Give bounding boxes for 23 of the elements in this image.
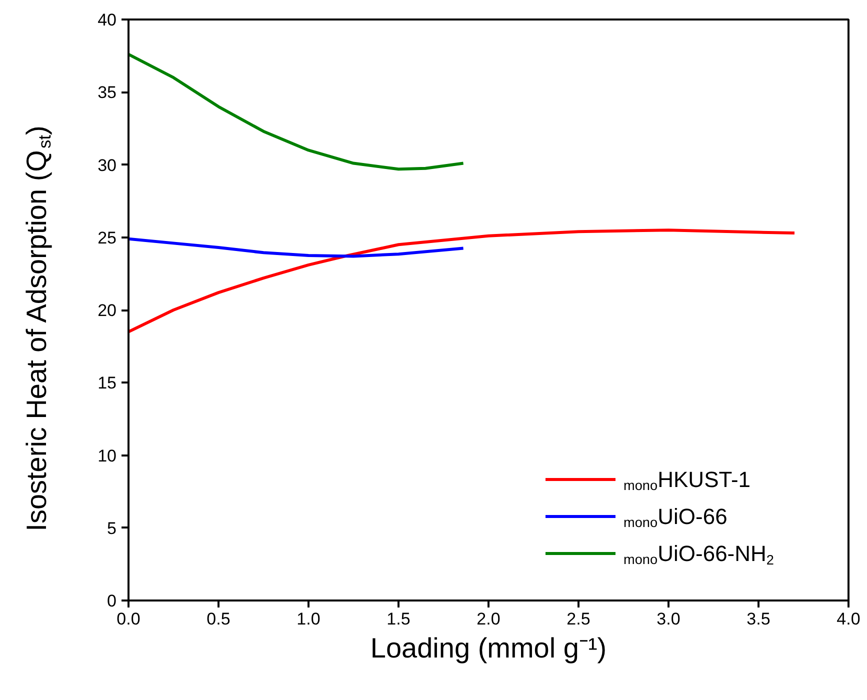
line-series xyxy=(128,237,465,258)
y-tick-label: 30 xyxy=(98,156,117,175)
x-axis-title: Loading (mmol g⁻¹) xyxy=(370,632,607,664)
y-tick-label: 25 xyxy=(98,228,117,248)
y-axis-title: Isosteric Heat of Adsorption (Qst) xyxy=(21,126,54,532)
x-tick-label: 1.5 xyxy=(386,610,410,628)
y-tick-label: 20 xyxy=(98,301,117,320)
line-series xyxy=(128,52,465,171)
x-tick-label: 4.0 xyxy=(836,610,860,628)
x-tick-label: 0.0 xyxy=(116,610,140,628)
x-tick-label: 3.5 xyxy=(746,610,770,628)
x-tick-label: 0.5 xyxy=(206,610,230,628)
y-tick-label: 5 xyxy=(107,518,117,538)
x-tick-label: 2.5 xyxy=(566,610,590,628)
x-tick-label: 3.0 xyxy=(656,610,680,628)
y-tick-label: 15 xyxy=(98,374,117,393)
x-tick-label: 1.0 xyxy=(296,610,320,628)
y-tick-label: 35 xyxy=(98,83,117,102)
y-tick-label: 0 xyxy=(107,592,117,610)
line-series xyxy=(128,228,796,334)
y-tick-label: 40 xyxy=(98,10,117,30)
x-tick-label: 2.0 xyxy=(476,610,500,628)
y-tick-label: 10 xyxy=(98,446,117,466)
